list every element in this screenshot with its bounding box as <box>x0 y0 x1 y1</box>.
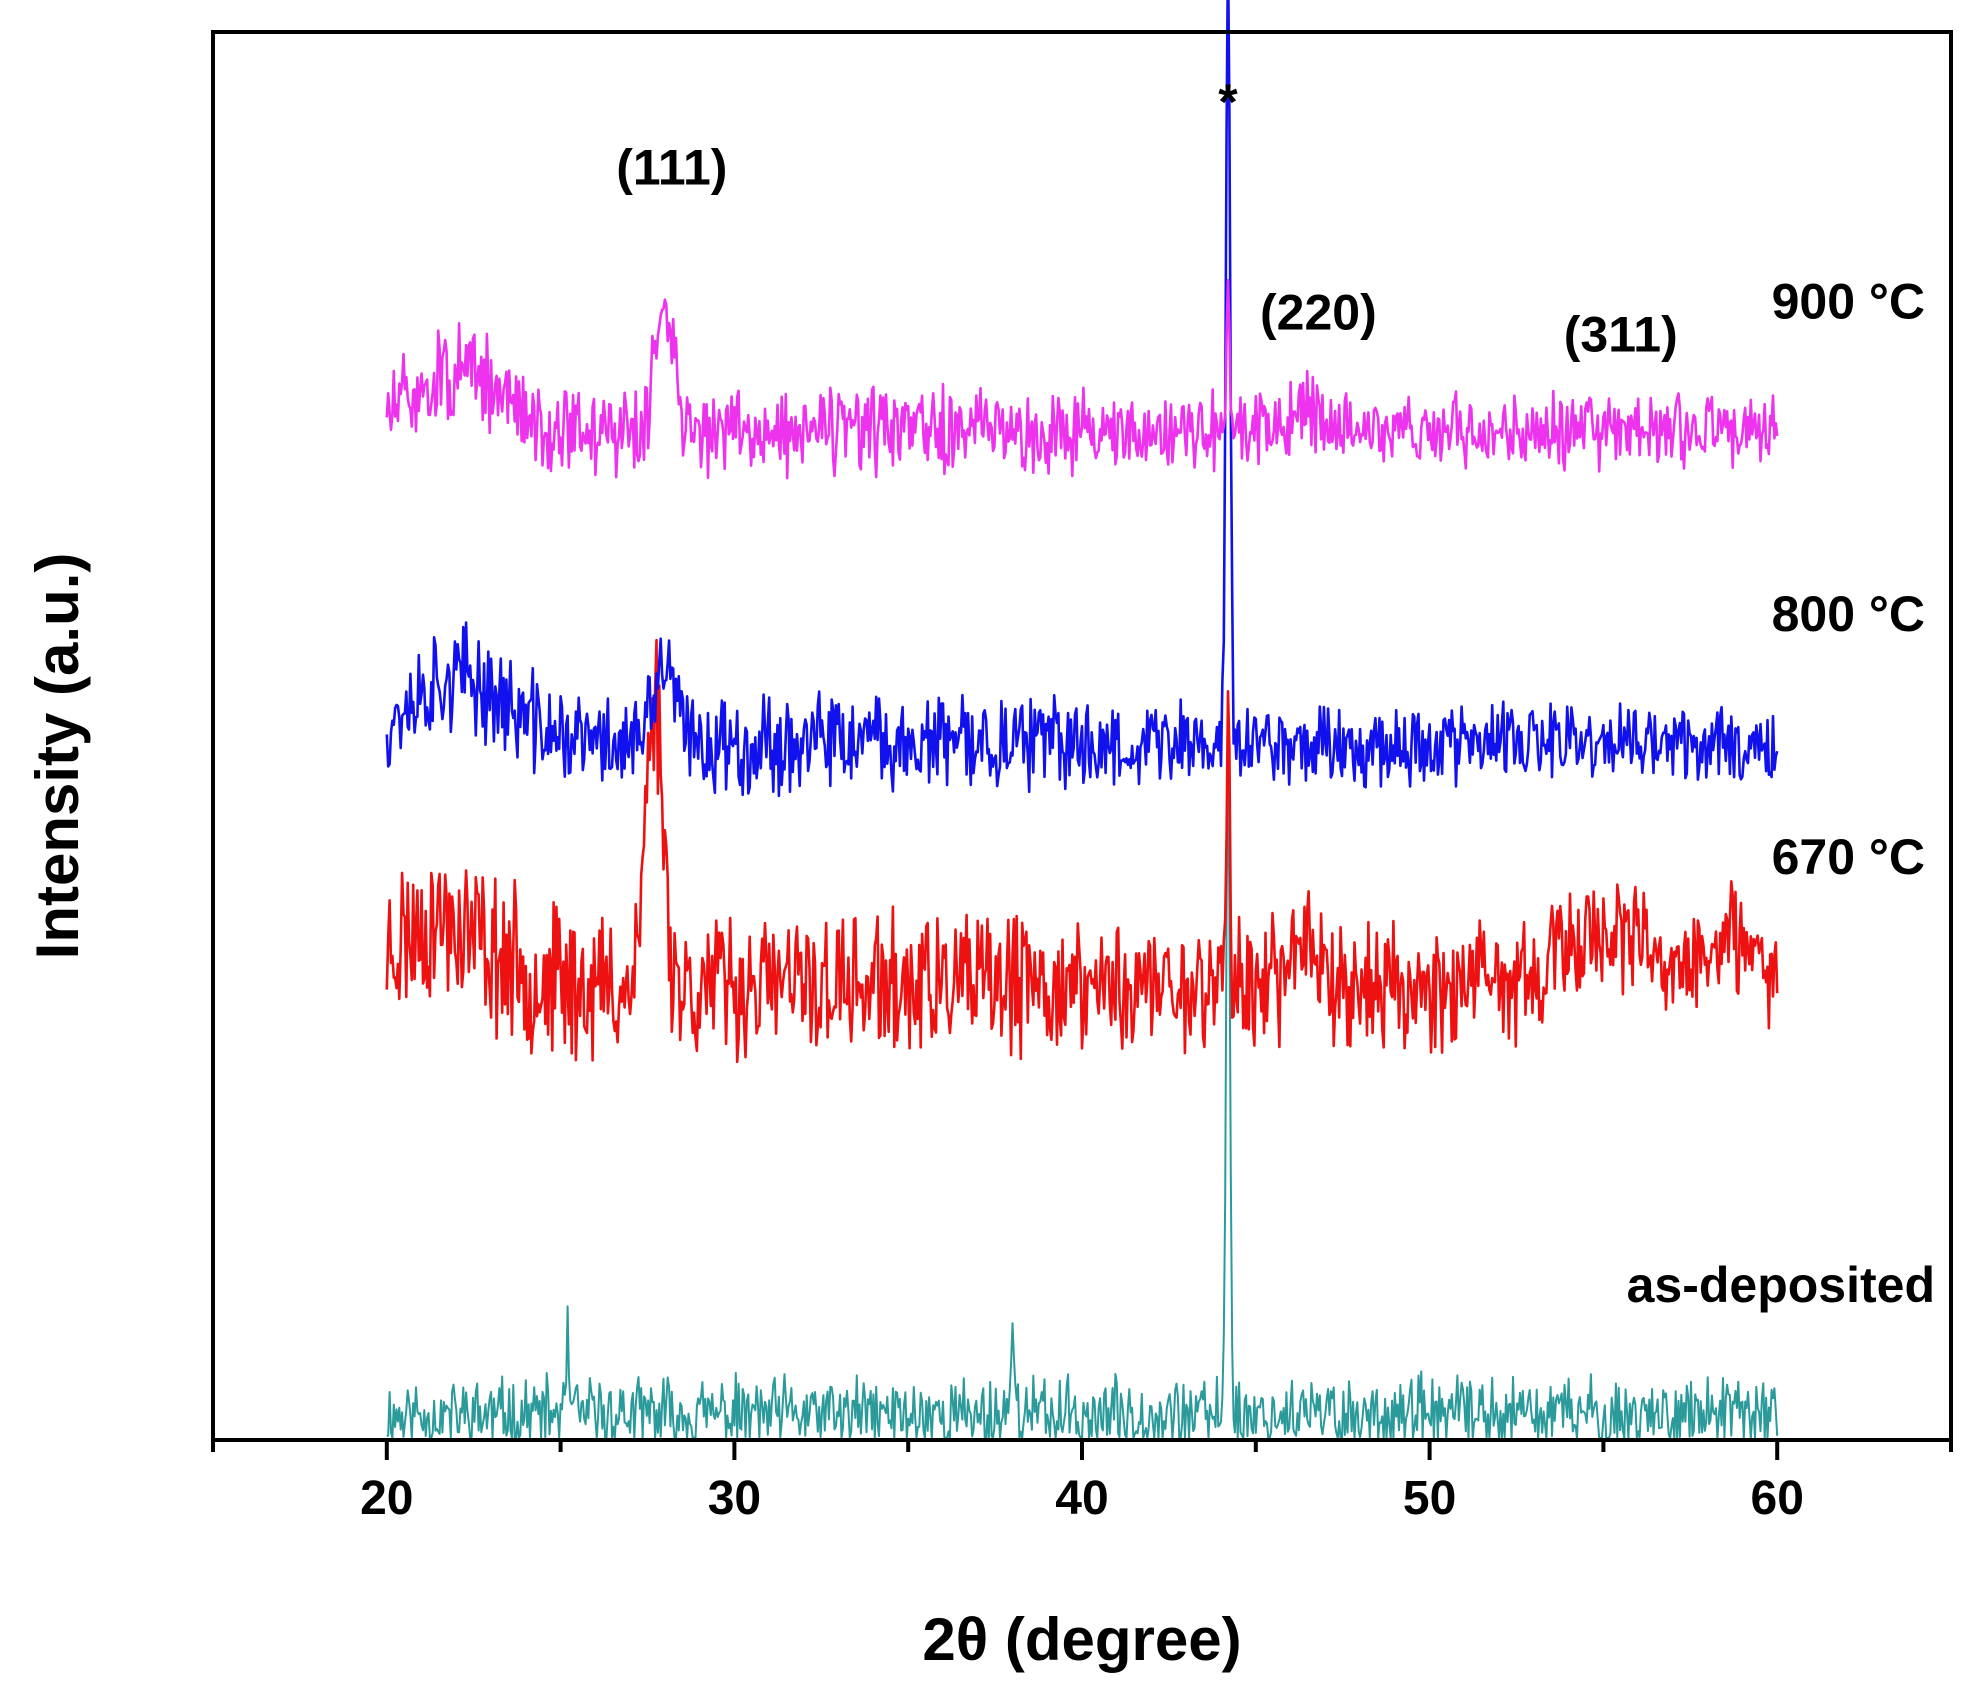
x-axis-title: 2θ (degree) <box>922 1606 1241 1673</box>
x-tick-label: 50 <box>1403 1472 1456 1525</box>
y-axis-title: Intensity (a.u.) <box>24 553 91 960</box>
series-labels: as-deposited 670 °C 800 °C 900 °C <box>1627 274 1935 1313</box>
series-label: 670 °C <box>1772 829 1925 885</box>
series-line-670-c <box>385 638 1779 1064</box>
series-line-800-c <box>385 0 1779 798</box>
series-line-900-c <box>385 278 1779 480</box>
x-tick-label: 30 <box>708 1472 761 1525</box>
series-label: 800 °C <box>1772 586 1925 642</box>
substrate-peak-marker: * <box>1218 74 1238 130</box>
series-group <box>385 0 1779 1439</box>
series-line-as-deposited <box>386 756 1779 1439</box>
miller-index-label: (311) <box>1564 306 1678 362</box>
x-tick-label: 60 <box>1751 1472 1804 1525</box>
x-axis-ticks: 20 30 40 50 60 <box>211 1440 1953 1525</box>
miller-index-label: (111) <box>616 139 727 195</box>
x-tick-label: 40 <box>1055 1472 1108 1525</box>
series-label: 900 °C <box>1772 274 1925 330</box>
miller-index-label: (220) <box>1260 285 1377 341</box>
peak-annotations: (111) * (220) (311) <box>616 74 1678 362</box>
x-tick-label: 20 <box>360 1472 413 1525</box>
series-label: as-deposited <box>1627 1257 1935 1313</box>
